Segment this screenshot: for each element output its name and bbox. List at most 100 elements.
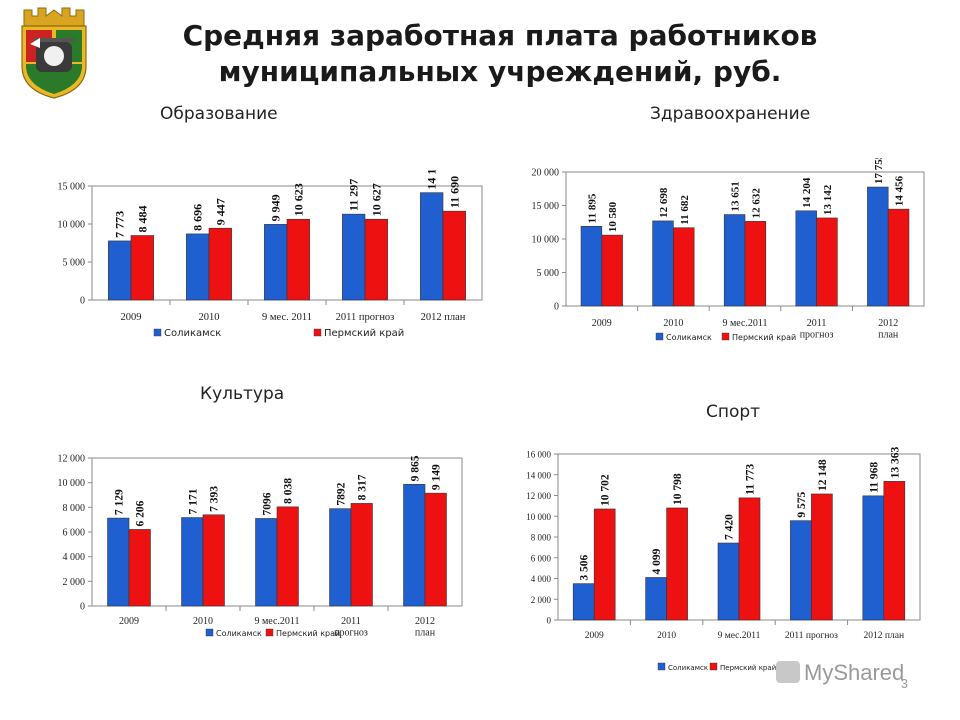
chart-title-sport: Спорт — [706, 402, 761, 422]
bar-perm — [601, 234, 623, 307]
data-label: 8 038 — [283, 478, 295, 504]
bar-perm — [424, 492, 447, 607]
bar-solikamsk — [795, 210, 817, 307]
data-label: 9 447 — [213, 198, 227, 225]
legend-swatch — [709, 662, 718, 671]
data-label: 12 148 — [817, 459, 829, 491]
data-label: 11 968 — [868, 462, 880, 493]
legend-swatch — [313, 328, 322, 337]
watermark: MyShared — [776, 660, 904, 686]
y-tick-label: 10 000 — [532, 235, 560, 246]
bar-solikamsk — [420, 192, 444, 301]
data-label: 10 798 — [672, 473, 684, 505]
legend-label: Пермский край — [732, 333, 796, 342]
y-tick-label: 10 000 — [526, 512, 551, 522]
x-tick-label: 9 мес.2011 — [722, 318, 767, 329]
bar-solikamsk — [862, 495, 885, 621]
y-tick-label: 0 — [80, 296, 85, 307]
y-tick-label: 10 000 — [58, 478, 86, 489]
y-tick-label: 15 000 — [58, 182, 86, 193]
bar-solikamsk — [723, 214, 746, 307]
y-tick-label: 6 000 — [63, 528, 86, 539]
x-tick-label: 2011 прогноз — [800, 318, 834, 341]
x-tick-label: 2012 план — [415, 616, 436, 639]
legend-label: Соликамск — [164, 328, 221, 339]
watermark-text: MyShared — [804, 660, 905, 685]
x-tick-label: 2009 — [585, 631, 604, 641]
bar-solikamsk — [403, 484, 426, 607]
data-label: 3 506 — [579, 555, 591, 581]
page-number: 3 — [900, 676, 908, 691]
bar-solikamsk — [264, 224, 288, 301]
bar-perm — [130, 235, 154, 301]
y-tick-label: 4 000 — [63, 552, 86, 563]
data-label: 7 171 — [187, 488, 199, 514]
y-tick-label: 8 000 — [63, 503, 86, 514]
bar-perm — [666, 507, 688, 621]
x-tick-label: 2011 прогноз — [334, 616, 368, 639]
y-tick-label: 0 — [547, 616, 552, 626]
data-label: 14 456 — [894, 175, 906, 206]
bar-solikamsk — [717, 542, 740, 621]
bar-perm — [738, 497, 761, 621]
chart-title-health: Здравоохранение — [650, 104, 811, 124]
bar-solikamsk — [329, 508, 352, 607]
y-tick-label: 10 000 — [58, 220, 86, 231]
y-tick-label: 5 000 — [63, 258, 86, 269]
data-label: 11 297 — [347, 179, 361, 211]
y-tick-label: 16 000 — [526, 450, 551, 460]
legend-swatch — [265, 628, 274, 637]
bar-perm — [442, 210, 466, 301]
bar-solikamsk — [342, 213, 366, 301]
y-tick-label: 8 000 — [531, 533, 552, 543]
x-tick-label: 9 мес.2011 — [718, 631, 761, 641]
x-tick-label: 2011 прогноз — [336, 312, 395, 323]
bar-perm — [364, 218, 388, 301]
data-label: 13 651 — [730, 181, 742, 211]
chart-title-culture: Культура — [200, 384, 285, 404]
legend-swatch — [655, 332, 664, 341]
bar-perm — [276, 506, 299, 607]
bar-solikamsk — [867, 186, 889, 307]
y-tick-label: 15 000 — [532, 201, 560, 212]
bar-perm — [208, 227, 232, 301]
legend-swatch — [153, 328, 162, 337]
data-label: 7 129 — [113, 489, 125, 515]
x-tick-label: 2010 — [199, 312, 220, 323]
y-tick-label: 0 — [554, 302, 559, 313]
data-label: 6 206 — [135, 500, 147, 526]
bar-perm — [883, 481, 906, 621]
page-title: Средняя заработная плата работников муни… — [120, 18, 880, 90]
data-label: 10 702 — [600, 474, 612, 506]
y-tick-label: 12 000 — [58, 454, 86, 465]
x-tick-label: 9 мес.2011 — [254, 616, 299, 627]
data-label: 11 690 — [447, 176, 461, 208]
x-tick-label: 2010 — [663, 318, 683, 329]
x-tick-label: 2012 план — [421, 312, 466, 323]
y-tick-label: 12 000 — [526, 491, 551, 501]
y-tick-label: 2 000 — [63, 577, 86, 588]
y-tick-label: 2 000 — [531, 595, 552, 605]
watermark-logo-icon — [776, 661, 800, 683]
data-label: 11 895 — [586, 193, 598, 223]
data-label: 9 149 — [431, 464, 443, 490]
data-label: 9 865 — [409, 455, 421, 481]
data-label: 9 575 — [796, 492, 808, 518]
bar-solikamsk — [108, 240, 132, 301]
bar-perm — [593, 508, 616, 621]
data-label: 12 698 — [658, 187, 670, 218]
data-label: 11 682 — [679, 195, 691, 225]
y-tick-label: 20 000 — [532, 168, 560, 179]
title-line-1: Средняя заработная плата работников — [182, 19, 818, 52]
data-label: 7892 — [335, 482, 347, 505]
bar-solikamsk — [580, 226, 603, 307]
data-label: 10 627 — [369, 183, 383, 216]
data-label: 17 755 — [873, 158, 885, 184]
education-chart: 0 5 000 10 000 15 000 2009 2010 9 мес. 2011 201… — [58, 170, 483, 339]
data-label: 10 580 — [607, 201, 619, 232]
bar-solikamsk — [790, 520, 812, 621]
bar-solikamsk — [255, 518, 278, 607]
data-label: 10 623 — [291, 183, 305, 216]
bar-perm — [350, 503, 373, 607]
data-label: 14 121 — [425, 170, 439, 190]
